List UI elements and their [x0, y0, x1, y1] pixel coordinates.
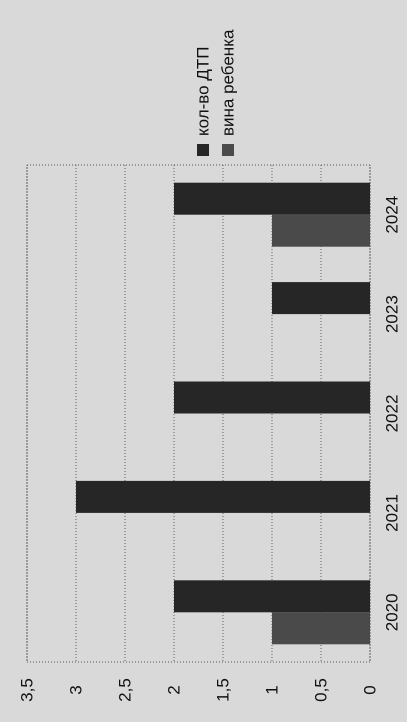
value-tick-label: 3,5	[18, 678, 37, 702]
value-tick-label: 0	[361, 685, 380, 694]
legend-label: вина ребенка	[219, 29, 238, 136]
bar	[174, 381, 370, 414]
bar	[272, 612, 370, 645]
bar	[272, 282, 370, 315]
bar	[76, 480, 370, 513]
category-label: 2021	[383, 494, 402, 532]
legend-swatch	[197, 144, 209, 156]
legend-label: кол-во ДТП	[194, 47, 213, 136]
value-tick-label: 0,5	[312, 678, 331, 702]
legend-swatch	[222, 144, 234, 156]
value-tick-label: 2	[165, 685, 184, 694]
value-tick-label: 2,5	[116, 678, 135, 702]
category-label: 2023	[383, 295, 402, 333]
bar	[174, 182, 370, 215]
category-label: 2024	[383, 196, 402, 234]
value-tick-label: 3	[67, 685, 86, 694]
value-tick-label: 1,5	[214, 678, 233, 702]
category-label: 2020	[383, 593, 402, 631]
value-tick-label: 1	[263, 685, 282, 694]
bar	[272, 214, 370, 247]
bar	[174, 580, 370, 613]
category-label: 2022	[383, 395, 402, 433]
